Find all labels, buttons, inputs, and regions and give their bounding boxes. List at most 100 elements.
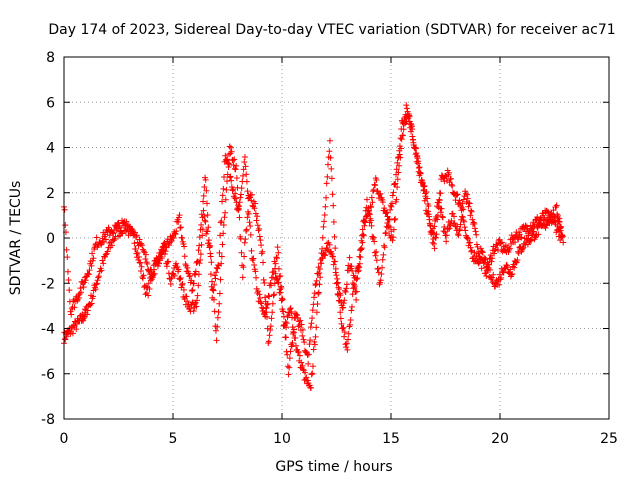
data-point bbox=[316, 269, 323, 276]
data-point bbox=[414, 152, 421, 159]
data-point bbox=[255, 227, 262, 234]
data-point bbox=[142, 251, 149, 258]
data-point bbox=[286, 355, 293, 362]
data-point bbox=[139, 275, 146, 282]
data-point bbox=[379, 256, 386, 263]
data-point bbox=[379, 199, 386, 206]
data-point bbox=[248, 191, 255, 198]
data-point bbox=[175, 266, 182, 273]
data-point bbox=[216, 249, 223, 256]
data-point bbox=[469, 255, 476, 262]
data-point bbox=[240, 264, 247, 271]
data-point bbox=[237, 194, 244, 201]
data-point bbox=[385, 223, 392, 230]
data-point bbox=[230, 162, 237, 169]
data-point bbox=[144, 260, 151, 267]
data-point bbox=[233, 175, 240, 182]
data-point bbox=[474, 243, 481, 250]
data-point bbox=[464, 195, 471, 202]
data-point bbox=[134, 249, 141, 256]
data-point bbox=[328, 165, 335, 172]
data-point bbox=[462, 188, 469, 195]
data-point bbox=[217, 276, 224, 283]
data-point bbox=[235, 205, 242, 212]
data-point bbox=[391, 216, 398, 223]
data-point bbox=[271, 291, 278, 298]
data-point bbox=[321, 218, 328, 225]
data-point bbox=[64, 268, 71, 275]
data-point bbox=[193, 303, 200, 310]
data-point bbox=[186, 305, 193, 312]
data-point bbox=[204, 212, 211, 219]
data-point bbox=[262, 298, 269, 305]
data-point bbox=[454, 223, 461, 230]
data-point bbox=[417, 170, 424, 177]
data-point bbox=[400, 126, 407, 133]
data-point bbox=[415, 160, 422, 167]
data-point bbox=[437, 209, 444, 216]
data-point bbox=[459, 200, 466, 207]
data-point bbox=[110, 230, 117, 237]
data-point bbox=[168, 274, 175, 281]
data-point bbox=[485, 261, 492, 268]
data-point bbox=[150, 270, 157, 277]
data-point bbox=[81, 314, 88, 321]
data-point bbox=[229, 187, 236, 194]
data-point bbox=[508, 271, 515, 278]
data-point bbox=[423, 189, 430, 196]
data-point bbox=[263, 313, 270, 320]
y-tick-label: -4 bbox=[41, 322, 55, 338]
data-point bbox=[142, 255, 149, 262]
data-point bbox=[550, 207, 557, 214]
data-point bbox=[244, 188, 251, 195]
data-point bbox=[61, 206, 68, 213]
data-point bbox=[62, 222, 69, 229]
data-point bbox=[360, 232, 367, 239]
data-point bbox=[278, 284, 285, 291]
data-point bbox=[464, 235, 471, 242]
data-point bbox=[280, 308, 287, 315]
data-point bbox=[309, 363, 316, 370]
data-point bbox=[243, 227, 250, 234]
data-point bbox=[143, 259, 150, 266]
data-point bbox=[304, 351, 311, 358]
data-point bbox=[429, 229, 436, 236]
data-point bbox=[287, 305, 294, 312]
data-point bbox=[201, 184, 208, 191]
data-point bbox=[228, 177, 235, 184]
data-point bbox=[302, 369, 309, 376]
data-point bbox=[294, 312, 301, 319]
data-point bbox=[195, 247, 202, 254]
data-point bbox=[281, 321, 288, 328]
data-point bbox=[219, 198, 226, 205]
data-point bbox=[213, 269, 220, 276]
data-point bbox=[306, 341, 313, 348]
data-point bbox=[242, 236, 249, 243]
data-point bbox=[73, 321, 80, 328]
data-point bbox=[266, 332, 273, 339]
data-point bbox=[189, 287, 196, 294]
data-point bbox=[334, 291, 341, 298]
data-point bbox=[317, 274, 324, 281]
data-point bbox=[460, 206, 467, 213]
data-point bbox=[207, 271, 214, 278]
data-point bbox=[462, 190, 469, 197]
data-point bbox=[513, 259, 520, 266]
data-point bbox=[221, 214, 228, 221]
data-point bbox=[277, 272, 284, 279]
data-point bbox=[214, 265, 221, 272]
data-point bbox=[441, 229, 448, 236]
data-point bbox=[431, 245, 438, 252]
data-point bbox=[370, 186, 377, 193]
data-point bbox=[398, 136, 405, 143]
data-point bbox=[280, 313, 287, 320]
data-point bbox=[324, 246, 331, 253]
data-point bbox=[85, 271, 92, 278]
data-point bbox=[204, 228, 211, 235]
data-point bbox=[394, 184, 401, 191]
data-point bbox=[326, 148, 333, 155]
data-point bbox=[173, 260, 180, 267]
data-point bbox=[490, 271, 497, 278]
data-point bbox=[388, 203, 395, 210]
data-point bbox=[260, 259, 267, 266]
